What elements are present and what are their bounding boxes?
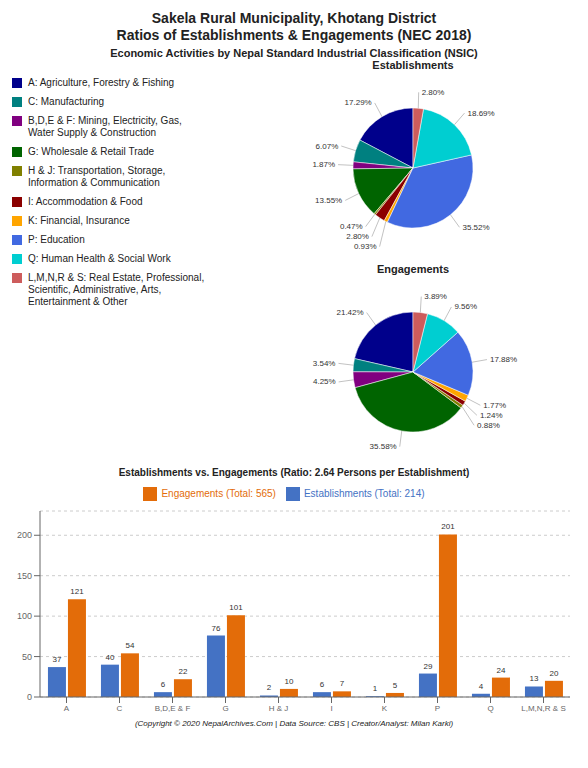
svg-text:76: 76 — [211, 624, 220, 633]
svg-text:6: 6 — [320, 680, 325, 689]
svg-text:B,D,E & F: B,D,E & F — [155, 704, 191, 713]
html-text:L,M,N,R & S: Real Estate, Prof: L,M,N,R & S: Real Estate, Professional, … — [28, 272, 205, 307]
svg-text:35.52%: 35.52% — [463, 223, 490, 232]
html-text:(Copyright © 2020 NepalArchive: (Copyright © 2020 NepalArchives.Com | Da… — [134, 719, 454, 728]
svg-text:24: 24 — [496, 666, 505, 675]
svg-text:150: 150 — [17, 571, 32, 581]
svg-text:H & J: H & J — [269, 704, 289, 713]
svg-text:1.87%: 1.87% — [312, 160, 335, 169]
svg-text:10: 10 — [284, 677, 293, 686]
svg-text:201: 201 — [441, 522, 455, 531]
html-text:H & J: Transportation, Storage: H & J: Transportation, Storage, Informat… — [28, 165, 166, 188]
html-text:P: Education: P: Education — [28, 234, 85, 245]
html-text:Engagements: Engagements — [376, 263, 450, 275]
svg-text:21.42%: 21.42% — [336, 308, 363, 317]
svg-text:I: I — [330, 704, 332, 713]
svg-text:22: 22 — [178, 667, 187, 676]
svg-text:50: 50 — [22, 652, 32, 662]
svg-text:0.47%: 0.47% — [340, 222, 363, 231]
html-text:Establishments: Establishments — [372, 59, 454, 71]
svg-text:1.24%: 1.24% — [480, 411, 503, 420]
svg-text:K: K — [382, 704, 388, 713]
svg-text:40: 40 — [105, 653, 114, 662]
svg-text:37: 37 — [52, 655, 61, 664]
svg-text:7: 7 — [340, 679, 345, 688]
html-text:Q: Human Health & Social Work: Q: Human Health & Social Work — [28, 253, 171, 264]
svg-text:Q: Q — [487, 704, 493, 713]
svg-text:4.25%: 4.25% — [313, 377, 336, 386]
svg-text:29: 29 — [423, 662, 432, 671]
svg-text:1.77%: 1.77% — [483, 401, 506, 410]
svg-text:2: 2 — [267, 683, 272, 692]
svg-text:35.58%: 35.58% — [370, 442, 397, 451]
svg-text:0.88%: 0.88% — [477, 421, 500, 430]
svg-text:1: 1 — [373, 684, 378, 693]
html-text:K: Financial, Insurance: K: Financial, Insurance — [28, 215, 130, 226]
svg-text:P: P — [435, 704, 440, 713]
svg-text:17.88%: 17.88% — [490, 355, 517, 364]
html-text:Establishments vs. Engagements: Establishments vs. Engagements (Ratio: 2… — [118, 467, 470, 478]
svg-text:0: 0 — [27, 692, 32, 702]
html-text:G: Wholesale & Retail Trade: G: Wholesale & Retail Trade — [28, 146, 155, 157]
svg-text:200: 200 — [17, 530, 32, 540]
svg-text:18.69%: 18.69% — [468, 109, 495, 118]
svg-text:C: C — [117, 704, 123, 713]
html-text:C: Manufacturing: C: Manufacturing — [28, 96, 105, 107]
html-text:Sakela Rural Municipality, Kho: Sakela Rural Municipality, Khotang Distr… — [116, 10, 472, 43]
svg-text:17.29%: 17.29% — [345, 98, 372, 107]
html-text:A: Agriculture, Forestry & Fis: A: Agriculture, Forestry & Fishing — [28, 77, 175, 88]
html-text:Economic Activities by Nepal S: Economic Activities by Nepal Standard In… — [110, 47, 478, 59]
html-text:Engagements (Total: 565): Engagements (Total: 565) — [161, 487, 276, 499]
svg-text:4: 4 — [479, 682, 484, 691]
svg-text:2.80%: 2.80% — [346, 232, 369, 241]
svg-text:3.54%: 3.54% — [313, 359, 336, 368]
svg-text:13: 13 — [529, 674, 538, 683]
svg-text:2.80%: 2.80% — [422, 88, 445, 97]
html-text:I: Accommodation & Food: I: Accommodation & Food — [28, 196, 143, 207]
svg-text:101: 101 — [229, 603, 243, 612]
svg-text:121: 121 — [70, 587, 84, 596]
svg-text:100: 100 — [17, 611, 32, 621]
svg-text:6: 6 — [161, 680, 166, 689]
svg-text:L,M,N,R & S: L,M,N,R & S — [521, 704, 565, 713]
svg-text:G: G — [222, 704, 228, 713]
svg-text:A: A — [64, 704, 70, 713]
html-text:B,D,E & F: Mining, Electricity: B,D,E & F: Mining, Electricity, Gas, Wat… — [28, 115, 182, 138]
svg-text:9.56%: 9.56% — [454, 302, 477, 311]
svg-text:6.07%: 6.07% — [316, 142, 339, 151]
svg-text:3.89%: 3.89% — [424, 292, 447, 301]
html-text:Establishments (Total: 214): Establishments (Total: 214) — [303, 487, 425, 499]
svg-text:0.93%: 0.93% — [354, 242, 377, 251]
svg-text:20: 20 — [549, 669, 558, 678]
svg-text:13.55%: 13.55% — [315, 196, 342, 205]
svg-text:54: 54 — [125, 641, 134, 650]
svg-text:5: 5 — [393, 681, 398, 690]
